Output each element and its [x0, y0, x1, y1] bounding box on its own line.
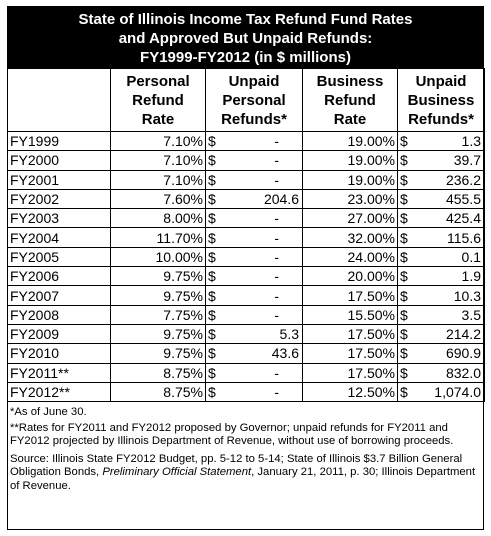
cell-unpaid-business: $115.6: [397, 227, 485, 248]
cell-unpaid-business: $0.1: [397, 246, 485, 268]
cell-business-rate: 17.50%: [302, 362, 398, 383]
cell-unpaid-personal: $204.6: [205, 188, 303, 210]
cell-unpaid-personal: $ -: [205, 150, 303, 171]
table-row: FY2010 9.75% $43.6 17.50% $690.9: [7, 343, 485, 364]
footnote-as-of: *As of June 30.: [10, 406, 87, 418]
table-row: FY2012** 8.75% $ -12.50% $1,074.0: [7, 381, 485, 403]
table-row: FY2008 7.75% $ -15.50% $3.5: [7, 304, 485, 325]
cell-year: FY2009: [7, 323, 111, 345]
cell-personal-rate: 9.75%: [110, 285, 206, 306]
cell-unpaid-business: $10.3: [397, 285, 485, 306]
header-row: Personal Refund Rate Unpaid Personal Refunds…: [7, 68, 485, 132]
cell-personal-rate: 7.10%: [110, 130, 206, 152]
table-row: FY2000 7.10% $ -19.00% $39.7: [7, 150, 485, 171]
cell-year: FY2008: [7, 304, 111, 325]
cell-personal-rate: 8.75%: [110, 381, 206, 403]
title-line-3: FY1999-FY2012 (in $ millions): [140, 49, 351, 66]
table-title: State of Illinois Income Tax Refund Fund…: [7, 6, 484, 68]
cell-unpaid-business: $214.2: [397, 323, 485, 345]
cell-year: FY2011**: [7, 362, 111, 383]
cell-unpaid-personal: $43.6: [205, 343, 303, 364]
table-row: FY2004 11.70% $ -32.00% $115.6: [7, 227, 485, 248]
cell-year: FY2000: [7, 150, 111, 171]
cell-unpaid-business: $832.0: [397, 362, 485, 383]
cell-personal-rate: 8.75%: [110, 362, 206, 383]
cell-business-rate: 32.00%: [302, 227, 398, 248]
cell-year: FY2010: [7, 343, 111, 364]
cell-personal-rate: 9.75%: [110, 343, 206, 364]
table-row: FY2001 7.10% $ -19.00% $236.2: [7, 169, 485, 190]
header-business-rate: Business Refund Rate: [302, 68, 398, 132]
cell-business-rate: 19.00%: [302, 150, 398, 171]
cell-year: FY2006: [7, 266, 111, 287]
cell-year: FY2012**: [7, 381, 111, 403]
cell-business-rate: 27.00%: [302, 208, 398, 229]
cell-year: FY2001: [7, 169, 111, 190]
header-unpaid-personal: Unpaid Personal Refunds*: [205, 68, 303, 132]
cell-personal-rate: 7.75%: [110, 304, 206, 325]
table-row: FY2005 10.00% $ -24.00% $0.1: [7, 246, 485, 268]
footnote-proposed: **Rates for FY2011 and FY2012 proposed b…: [10, 421, 454, 448]
cell-year: FY2005: [7, 246, 111, 268]
cell-unpaid-personal: $ -: [205, 285, 303, 306]
table-row: FY2009 9.75% $5.3 17.50% $214.2: [7, 323, 485, 345]
cell-unpaid-personal: $ -: [205, 381, 303, 403]
footnotes: *As of June 30. **Rates for FY2011 and F…: [10, 406, 480, 497]
cell-unpaid-business: $3.5: [397, 304, 485, 325]
header-year: [7, 68, 111, 132]
cell-business-rate: 19.00%: [302, 169, 398, 190]
cell-business-rate: 12.50%: [302, 381, 398, 403]
table-row: FY2006 9.75% $ -20.00% $1.9: [7, 266, 485, 287]
cell-unpaid-personal: $ -: [205, 246, 303, 268]
cell-personal-rate: 9.75%: [110, 323, 206, 345]
refund-table: Personal Refund Rate Unpaid Personal Refunds…: [7, 68, 485, 403]
cell-unpaid-personal: $5.3: [205, 323, 303, 345]
cell-personal-rate: 9.75%: [110, 266, 206, 287]
cell-unpaid-personal: $ -: [205, 208, 303, 229]
cell-year: FY1999: [7, 130, 111, 152]
table-row: FY2002 7.60% $204.6 23.00% $455.5: [7, 188, 485, 210]
table-row: FY2011** 8.75% $ -17.50% $832.0: [7, 362, 485, 383]
title-line-1: State of Illinois Income Tax Refund Fund…: [78, 11, 413, 28]
table-row: FY2003 8.00% $ -27.00% $425.4: [7, 208, 485, 229]
cell-business-rate: 17.50%: [302, 285, 398, 306]
cell-unpaid-business: $455.5: [397, 188, 485, 210]
cell-unpaid-personal: $ -: [205, 130, 303, 152]
cell-unpaid-business: $1.3: [397, 130, 485, 152]
cell-unpaid-business: $1.9: [397, 266, 485, 287]
title-line-2: and Approved But Unpaid Refunds:: [118, 30, 373, 47]
cell-year: FY2002: [7, 188, 111, 210]
cell-business-rate: 23.00%: [302, 188, 398, 210]
header-personal-rate: Personal Refund Rate: [110, 68, 206, 132]
cell-unpaid-personal: $ -: [205, 362, 303, 383]
source-note: Source: Illinois State FY2012 Budget, pp…: [10, 452, 476, 492]
cell-business-rate: 17.50%: [302, 323, 398, 345]
cell-unpaid-personal: $ -: [205, 266, 303, 287]
cell-unpaid-personal: $ -: [205, 169, 303, 190]
cell-business-rate: 24.00%: [302, 246, 398, 268]
table-row: FY1999 7.10% $ -19.00% $1.3: [7, 130, 485, 152]
cell-unpaid-business: $1,074.0: [397, 381, 485, 403]
cell-unpaid-business: $425.4: [397, 208, 485, 229]
cell-personal-rate: 7.60%: [110, 188, 206, 210]
cell-personal-rate: 10.00%: [110, 246, 206, 268]
cell-personal-rate: 7.10%: [110, 169, 206, 190]
cell-business-rate: 17.50%: [302, 343, 398, 364]
cell-unpaid-personal: $ -: [205, 304, 303, 325]
cell-year: FY2003: [7, 208, 111, 229]
cell-business-rate: 15.50%: [302, 304, 398, 325]
cell-business-rate: 20.00%: [302, 266, 398, 287]
cell-year: FY2004: [7, 227, 111, 248]
cell-personal-rate: 8.00%: [110, 208, 206, 229]
cell-unpaid-business: $236.2: [397, 169, 485, 190]
cell-unpaid-business: $690.9: [397, 343, 485, 364]
cell-unpaid-business: $39.7: [397, 150, 485, 171]
cell-business-rate: 19.00%: [302, 130, 398, 152]
table-row: FY2007 9.75% $ -17.50% $10.3: [7, 285, 485, 306]
header-unpaid-business: Unpaid Business Refunds*: [397, 68, 485, 132]
cell-personal-rate: 11.70%: [110, 227, 206, 248]
cell-personal-rate: 7.10%: [110, 150, 206, 171]
cell-unpaid-personal: $ -: [205, 227, 303, 248]
cell-year: FY2007: [7, 285, 111, 306]
